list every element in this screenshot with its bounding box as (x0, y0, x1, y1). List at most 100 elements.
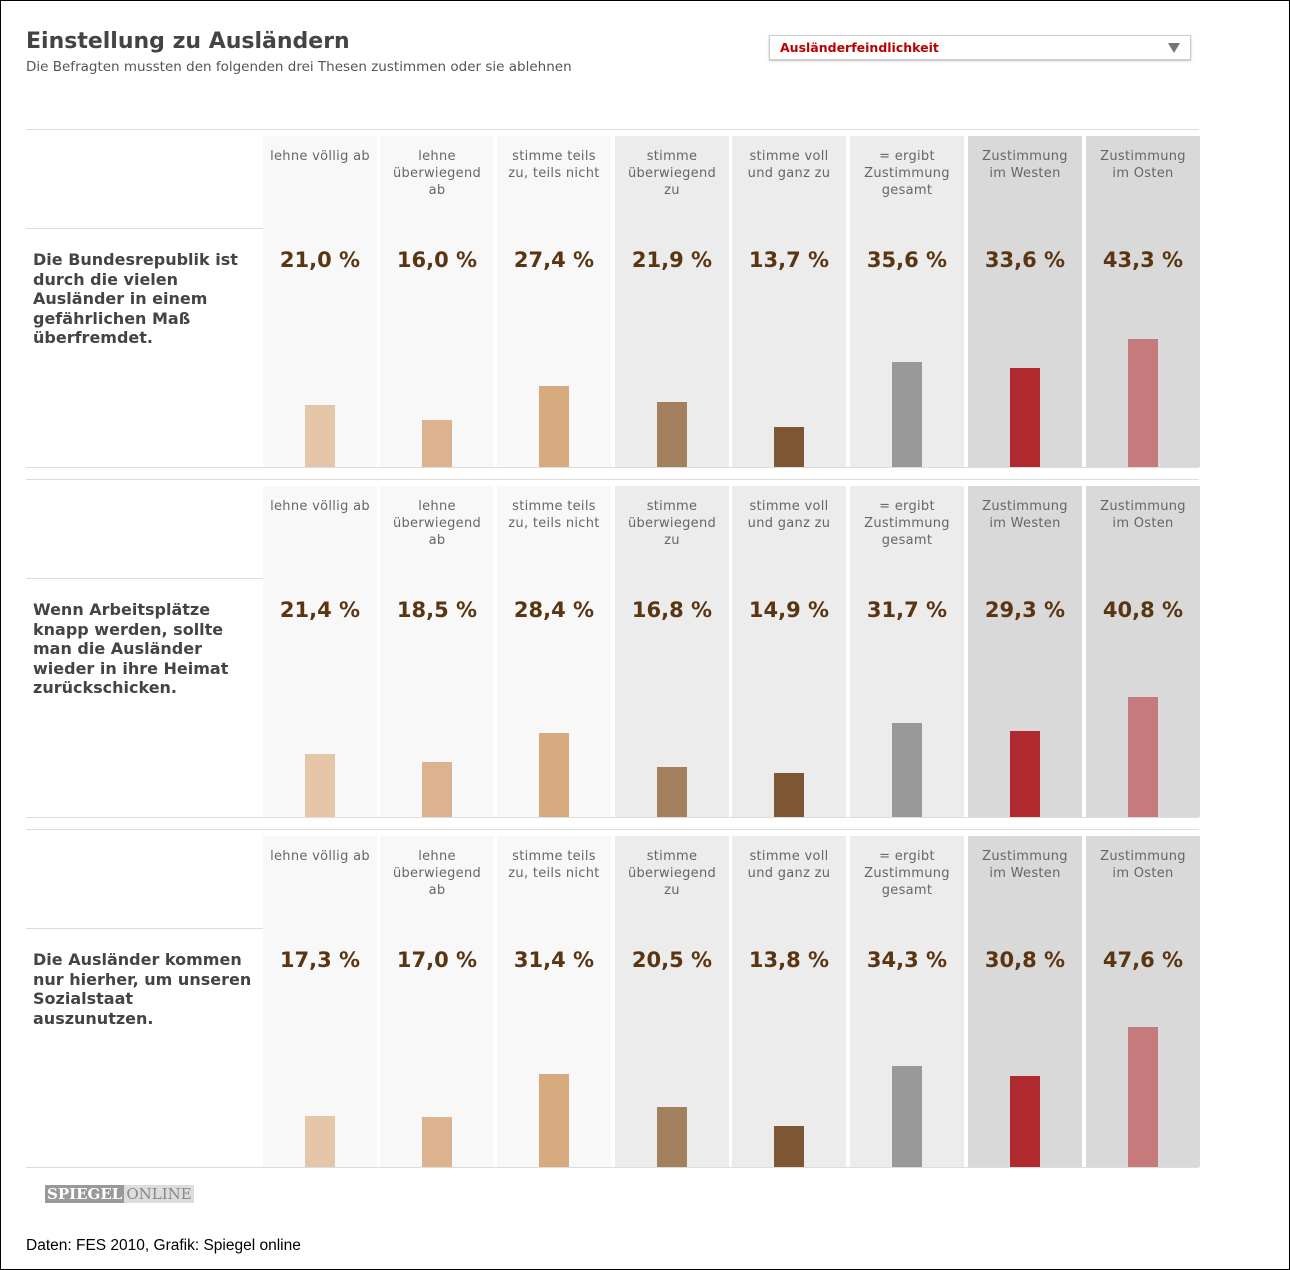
bar (657, 767, 687, 817)
bar (892, 361, 922, 467)
bar (1010, 367, 1040, 467)
value-label: 28,4 % (513, 598, 595, 622)
column-header: lehne völlig ab (270, 149, 370, 164)
column-header: Zustimmung im Osten (1100, 149, 1186, 181)
column-header: = ergibt Zustimmung gesamt (864, 849, 950, 898)
column-header: stimme teils zu, teils nicht (508, 849, 600, 881)
value-label: 31,7 % (866, 598, 948, 622)
row-separator (26, 829, 1199, 830)
bar (1128, 339, 1158, 467)
bar (422, 762, 452, 817)
column-header: Zustimmung im Osten (1100, 849, 1186, 881)
value-label: 21,0 % (279, 248, 361, 272)
row-separator (26, 467, 1199, 468)
value-label: 31,4 % (513, 948, 595, 972)
column-header: stimme teils zu, teils nicht (508, 149, 600, 181)
statement: Die Bundesrepublik ist durch die vielen … (33, 250, 238, 347)
value-label: 21,9 % (631, 248, 713, 272)
column-header: lehne überwiegend ab (392, 849, 482, 898)
column-background (732, 836, 846, 1167)
row-separator (26, 817, 1199, 818)
column-header: lehne völlig ab (270, 849, 370, 864)
column-header: stimme voll und ganz zu (747, 849, 831, 881)
column-background (732, 486, 846, 817)
row-separator (26, 479, 1199, 480)
value-label: 29,3 % (984, 598, 1066, 622)
bar (892, 1065, 922, 1167)
bar (657, 1106, 687, 1167)
value-label: 21,4 % (279, 598, 361, 622)
value-label: 14,9 % (748, 598, 830, 622)
bar (1128, 1026, 1158, 1167)
bar (774, 1126, 804, 1167)
column-header: lehne völlig ab (270, 499, 370, 514)
header-separator (26, 928, 263, 929)
value-label: 27,4 % (513, 248, 595, 272)
logo-part: SPIEGEL (45, 1185, 125, 1203)
column-header: lehne überwiegend ab (392, 499, 482, 548)
dropdown-arrow[interactable] (1168, 43, 1180, 53)
column-header: stimme teils zu, teils nicht (508, 499, 600, 531)
column-header: stimme überwiegend zu (627, 499, 717, 548)
column-background (732, 136, 846, 467)
bar (539, 386, 569, 467)
value-label: 17,3 % (279, 948, 361, 972)
statement: Wenn Arbeitsplätze knapp werden, sollte … (33, 600, 229, 697)
value-label: 43,3 % (1102, 248, 1184, 272)
bar (305, 753, 335, 817)
column-header: stimme überwiegend zu (627, 849, 717, 898)
bar (1010, 1076, 1040, 1167)
source-note: Daten: FES 2010, Grafik: Spiegel online (26, 1237, 301, 1254)
value-label: 47,6 % (1102, 948, 1184, 972)
column-background (615, 486, 729, 817)
column-header: stimme voll und ganz zu (747, 499, 831, 531)
bar (305, 405, 335, 467)
column-background (263, 836, 377, 1167)
column-background (380, 486, 494, 817)
bar (657, 402, 687, 467)
value-label: 33,6 % (984, 248, 1066, 272)
logo-part: ONLINE (124, 1185, 194, 1203)
value-label: 20,5 % (631, 948, 713, 972)
value-label: 16,0 % (396, 248, 478, 272)
value-label: 35,6 % (866, 248, 948, 272)
column-header: = ergibt Zustimmung gesamt (864, 499, 950, 548)
bar (539, 1074, 569, 1167)
bar (1128, 696, 1158, 817)
logo: SPIEGEL ONLINE (45, 1185, 194, 1204)
bar (305, 1115, 335, 1167)
bar (1010, 730, 1040, 817)
bar (422, 419, 452, 467)
value-label: 34,3 % (866, 948, 948, 972)
column-header: stimme überwiegend zu (627, 149, 717, 198)
value-label: 16,8 % (631, 598, 713, 622)
column-header: Zustimmung im Westen (982, 149, 1068, 181)
row-separator (26, 1167, 1199, 1168)
value-label: 40,8 % (1102, 598, 1184, 622)
column-header: Zustimmung im Westen (982, 849, 1068, 881)
bar (774, 773, 804, 817)
dropdown[interactable]: Ausländerfeindlichkeit (769, 35, 1191, 60)
dropdown-label[interactable]: Ausländerfeindlichkeit (780, 40, 939, 55)
value-label: 30,8 % (984, 948, 1066, 972)
bar (539, 733, 569, 817)
column-header: = ergibt Zustimmung gesamt (864, 149, 950, 198)
column-background (380, 136, 494, 467)
column-header: stimme voll und ganz zu (747, 149, 831, 181)
statement: Die Ausländer kommen nur hierher, um uns… (33, 950, 252, 1028)
column-background (380, 836, 494, 1167)
row-separator (26, 129, 1199, 130)
bar (422, 1116, 452, 1167)
page-subtitle: Die Befragten mussten den folgenden drei… (26, 59, 572, 75)
page-title: Einstellung zu Ausländern (26, 29, 350, 54)
bar (892, 723, 922, 817)
header-separator (26, 578, 263, 579)
value-label: 13,8 % (748, 948, 830, 972)
value-label: 13,7 % (748, 248, 830, 272)
value-label: 18,5 % (396, 598, 478, 622)
bar (774, 426, 804, 467)
column-header: lehne überwiegend ab (392, 149, 482, 198)
value-label: 17,0 % (396, 948, 478, 972)
header-separator (26, 228, 263, 229)
